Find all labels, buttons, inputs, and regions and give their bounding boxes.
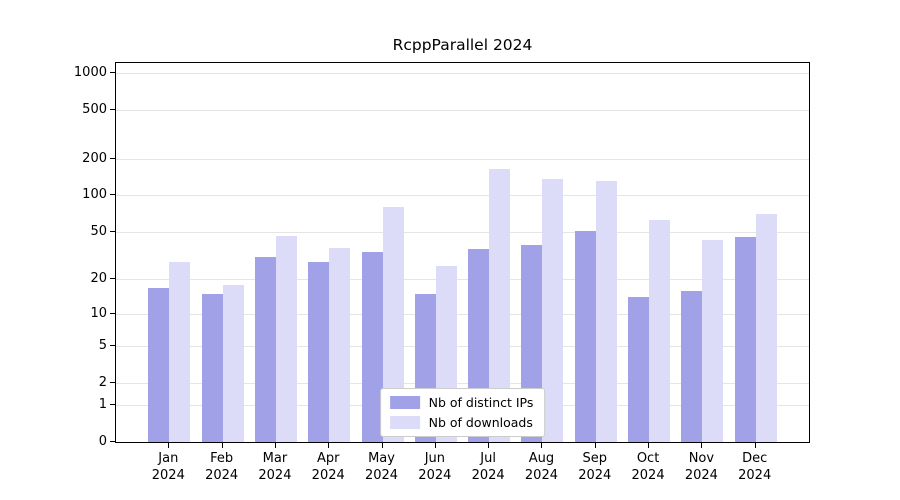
y-tick-mark [110,157,115,159]
x-tick-mark [701,443,703,448]
y-tick-label: 1000 [73,64,107,80]
bar-distinct-ips-jan [148,287,170,442]
y-tick-label: 200 [82,150,107,166]
x-tick-mark [221,443,223,448]
y-tick-mark [110,278,115,280]
bar-downloads-nov [702,239,724,442]
y-tick-label: 100 [82,187,107,203]
gridline [116,72,809,74]
x-tick-mark [754,443,756,448]
legend-label-downloads: Nb of downloads [428,415,533,430]
gridline [116,109,809,111]
bar-distinct-ips-sep [574,230,596,442]
y-tick-mark [110,312,115,314]
y-tick-mark [110,194,115,196]
y-tick-label: 20 [90,271,107,287]
gridline [116,383,809,385]
gridline [116,231,809,233]
gridline [116,313,809,315]
legend-item-distinct-ips: Nb of distinct IPs [389,395,534,410]
legend-label-distinct-ips: Nb of distinct IPs [428,395,534,410]
bar-distinct-ips-nov [681,290,703,442]
bar-distinct-ips-oct [628,297,650,442]
bar-downloads-feb [222,284,244,442]
x-tick-label: Oct 2024 [631,451,665,483]
bar-downloads-may [382,207,404,442]
gridline [116,279,809,281]
x-tick-label: Nov 2024 [684,451,718,483]
y-tick-label: 5 [98,338,107,354]
gridline [116,158,809,160]
y-tick-mark [110,108,115,110]
x-tick-label: Jan 2024 [151,451,185,483]
bar-downloads-mar [275,236,297,442]
y-tick-mark [110,230,115,232]
x-tick-mark [648,443,650,448]
bar-downloads-jul [489,168,511,442]
gridline [116,346,809,348]
y-tick-label: 0 [98,434,107,449]
y-tick-mark [110,441,115,442]
x-tick-label: Dec 2024 [738,451,772,483]
x-tick-label: Jul 2024 [471,451,505,483]
bar-distinct-ips-mar [254,256,276,442]
legend-swatch-downloads [389,416,420,429]
legend-item-downloads: Nb of downloads [389,415,534,430]
bar-distinct-ips-feb [201,293,223,442]
bar-downloads-dec [755,214,777,442]
x-tick-mark [168,443,170,448]
y-tick-label: 2 [98,375,107,391]
plot-area: Nb of distinct IPs Nb of downloads [115,62,810,443]
chart-title: RcppParallel 2024 [392,36,533,54]
x-tick-mark [381,443,383,448]
y-tick-label: 500 [82,101,107,117]
bar-distinct-ips-may [361,251,383,442]
x-tick-mark [274,443,276,448]
y-tick-label: 50 [90,223,107,239]
x-tick-mark [488,443,490,448]
bar-downloads-jan [169,262,191,442]
legend-swatch-distinct-ips [389,396,420,409]
x-tick-mark [541,443,543,448]
x-tick-mark [328,443,330,448]
bar-distinct-ips-dec [734,237,756,442]
y-tick-mark [110,382,115,384]
bar-downloads-apr [329,247,351,442]
bar-downloads-oct [649,219,671,442]
x-tick-label: Jun 2024 [418,451,452,483]
bar-distinct-ips-apr [308,262,330,442]
x-tick-label: Sep 2024 [578,451,612,483]
y-tick-mark [110,345,115,347]
bar-downloads-aug [542,179,564,442]
x-tick-label: Aug 2024 [524,451,558,483]
x-tick-label: May 2024 [364,451,399,483]
y-tick-label: 1 [98,396,107,412]
x-tick-mark [594,443,596,448]
y-tick-mark [110,403,115,405]
bar-downloads-sep [595,181,617,442]
y-tick-label: 10 [90,305,107,321]
x-tick-label: Mar 2024 [258,451,292,483]
x-tick-label: Apr 2024 [311,451,345,483]
x-tick-mark [434,443,436,448]
gridline [116,195,809,197]
legend: Nb of distinct IPs Nb of downloads [379,388,546,437]
y-tick-mark [110,71,115,73]
x-tick-label: Feb 2024 [205,451,239,483]
